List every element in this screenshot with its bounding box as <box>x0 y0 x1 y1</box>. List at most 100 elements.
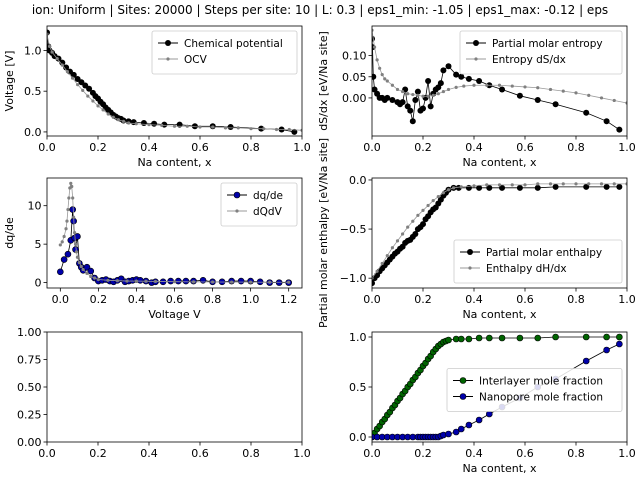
data-point <box>70 184 74 189</box>
data-point <box>115 279 120 283</box>
legend-label: dq/de <box>253 190 283 202</box>
data-point <box>457 425 465 433</box>
x-tick-label: 0.0 <box>52 293 70 306</box>
x-tick-label: 1.0 <box>242 293 260 306</box>
y-axis-label: Voltage [V] <box>3 51 16 112</box>
x-tick-label: 0.0 <box>363 293 381 306</box>
data-point <box>77 261 81 265</box>
x-tick-label: 0.2 <box>414 447 432 460</box>
legend-marker <box>166 57 170 61</box>
data-point <box>416 213 420 217</box>
data-point <box>441 89 445 94</box>
data-point <box>60 240 64 244</box>
data-point <box>121 119 126 123</box>
data-point <box>72 215 76 219</box>
y-tick-label: 0.10 <box>342 50 367 63</box>
data-point <box>612 182 616 186</box>
data-point <box>440 67 447 74</box>
x-tick-label: 0.8 <box>242 447 260 460</box>
legend-marker <box>459 377 467 384</box>
data-point <box>499 184 506 191</box>
data-point <box>523 183 527 187</box>
data-point <box>599 182 604 186</box>
legend-marker <box>468 266 472 270</box>
data-point <box>111 115 115 119</box>
y-axis-label: Partial molar enthalpy [eV/Na site] <box>317 138 330 328</box>
data-point <box>616 340 623 348</box>
data-point <box>445 63 452 70</box>
data-point <box>536 182 540 186</box>
data-point <box>380 73 384 77</box>
legend-label: Entropy dS/dx <box>492 54 566 66</box>
data-point <box>603 183 610 190</box>
x-tick-label: 1.0 <box>293 141 311 154</box>
data-point <box>401 89 405 94</box>
data-point <box>74 233 81 240</box>
data-point <box>406 92 410 96</box>
data-point <box>552 333 559 341</box>
data-point <box>534 184 541 191</box>
legend-marker <box>474 57 478 61</box>
data-point <box>172 280 177 284</box>
data-point <box>472 184 476 188</box>
y-tick-label: −0.5 <box>340 223 367 236</box>
data-point <box>66 207 70 212</box>
data-point <box>96 104 100 108</box>
data-point <box>582 333 590 341</box>
data-point <box>431 198 435 203</box>
x-axis-label: Na content, x <box>462 462 537 475</box>
data-point <box>116 118 120 122</box>
data-point <box>237 277 245 285</box>
x-axis-label: Voltage V <box>148 308 201 321</box>
data-point <box>421 94 425 98</box>
data-point <box>458 73 465 80</box>
data-point <box>70 71 77 78</box>
data-point <box>87 267 95 275</box>
data-point <box>436 195 440 199</box>
data-point <box>185 124 189 128</box>
data-point <box>85 271 89 275</box>
data-point <box>498 334 506 342</box>
data-point <box>534 97 541 104</box>
x-tick-label: 0.4 <box>465 447 483 460</box>
x-tick-label: 0.4 <box>140 141 158 154</box>
axes-frame <box>371 177 628 289</box>
data-point <box>96 277 100 282</box>
x-tick-label: 0.2 <box>90 293 108 306</box>
y-tick-label: 0.5 <box>349 381 367 394</box>
data-point <box>523 85 527 89</box>
data-point <box>236 126 240 130</box>
data-point <box>599 96 604 100</box>
data-point <box>60 256 68 263</box>
data-point <box>510 183 514 187</box>
x-tick-label: 0.8 <box>204 293 222 306</box>
data-point <box>211 125 215 129</box>
y-tick-label: 0.75 <box>17 354 42 367</box>
data-point <box>582 357 590 365</box>
data-point <box>414 88 421 95</box>
data-point <box>499 86 506 93</box>
y-tick-label: −1.0 <box>340 272 367 285</box>
data-point <box>475 416 483 424</box>
figure-title: ion: Uniform | Sites: 20000 | Steps per … <box>32 3 608 17</box>
x-tick-label: 0.6 <box>516 293 534 306</box>
x-tick-label: 0.4 <box>465 293 483 306</box>
data-point <box>454 85 458 89</box>
data-point <box>227 124 234 131</box>
data-point <box>425 78 432 84</box>
data-point <box>465 421 473 429</box>
data-point <box>144 279 148 283</box>
x-tick-label: 0.6 <box>516 141 534 154</box>
data-point <box>587 93 591 97</box>
x-tick-label: 0.0 <box>38 447 56 460</box>
data-point <box>147 122 151 127</box>
data-point <box>516 184 523 191</box>
y-axis-label: dq/de <box>3 217 16 249</box>
data-point <box>436 92 440 96</box>
data-point <box>65 219 69 223</box>
axes-frame <box>371 25 628 137</box>
data-point <box>372 73 377 80</box>
legend-label: OCV <box>184 54 208 66</box>
data-point <box>380 261 384 266</box>
